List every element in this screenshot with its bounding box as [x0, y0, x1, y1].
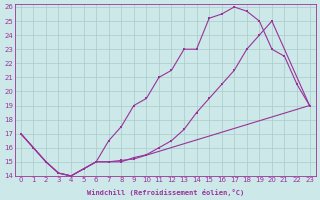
X-axis label: Windchill (Refroidissement éolien,°C): Windchill (Refroidissement éolien,°C)	[87, 189, 244, 196]
